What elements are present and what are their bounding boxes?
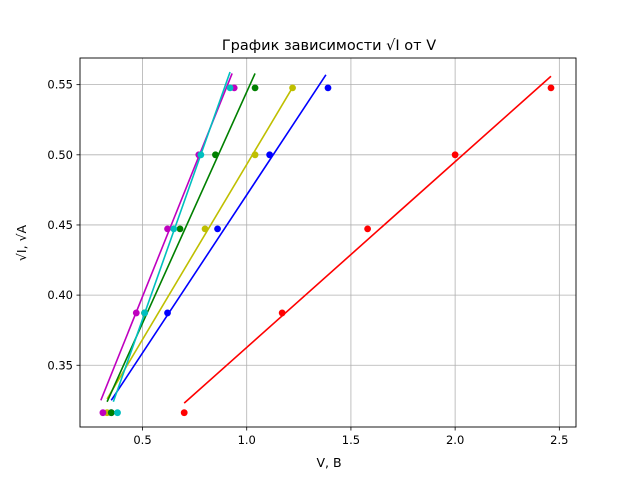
x-tick-label: 2.0 — [446, 433, 464, 447]
data-point-series-5 — [197, 151, 205, 159]
data-point-series-5 — [114, 409, 121, 417]
grid — [80, 58, 576, 427]
data-point-series-3 — [107, 409, 115, 417]
fit-line-series-0 — [183, 75, 552, 404]
data-point-series-3 — [176, 225, 184, 233]
y-ticks: 0.35 0.40 0.45 0.50 0.55 — [47, 78, 80, 372]
data-point-series-0 — [180, 409, 188, 417]
data-points — [99, 84, 555, 417]
fit-line-series-3 — [106, 73, 256, 403]
data-point-series-0 — [451, 151, 459, 159]
data-point-series-2 — [251, 151, 259, 159]
x-tick-label: 1.0 — [238, 433, 256, 447]
chart-title: График зависимости √I от V — [222, 38, 436, 54]
x-ticks: 0.5 1.0 1.5 2.0 2.5 — [133, 427, 568, 447]
data-point-series-3 — [251, 84, 259, 92]
data-point-series-0 — [547, 84, 555, 92]
data-point-series-1 — [214, 225, 221, 233]
y-tick-label: 0.55 — [47, 78, 73, 92]
data-point-series-0 — [364, 225, 371, 233]
fit-lines — [100, 71, 552, 404]
fit-line-series-1 — [110, 74, 327, 401]
x-tick-label: 1.5 — [342, 433, 360, 447]
data-point-series-4 — [132, 309, 140, 317]
data-point-series-1 — [266, 151, 274, 159]
data-point-series-4 — [99, 409, 107, 417]
x-tick-label: 2.5 — [550, 433, 568, 447]
fit-line-series-2 — [106, 87, 294, 400]
data-point-series-4 — [164, 225, 171, 233]
data-point-series-2 — [201, 225, 209, 233]
data-point-series-3 — [212, 151, 219, 159]
x-tick-label: 0.5 — [133, 433, 151, 447]
data-point-series-2 — [289, 84, 296, 92]
data-point-series-5 — [226, 84, 234, 92]
data-point-series-0 — [278, 309, 286, 317]
y-tick-label: 0.35 — [47, 358, 73, 372]
y-tick-label: 0.40 — [47, 288, 73, 302]
y-axis-label: √I, √A — [14, 224, 29, 261]
axes-frame — [79, 57, 577, 428]
fit-line-series-5 — [112, 71, 231, 403]
data-point-series-5 — [141, 309, 149, 317]
data-point-series-1 — [324, 84, 332, 92]
data-point-series-5 — [170, 225, 178, 233]
y-tick-label: 0.50 — [47, 148, 73, 162]
data-point-series-1 — [164, 309, 171, 317]
y-tick-label: 0.45 — [47, 218, 73, 232]
x-axis-label: V, В — [316, 455, 341, 470]
